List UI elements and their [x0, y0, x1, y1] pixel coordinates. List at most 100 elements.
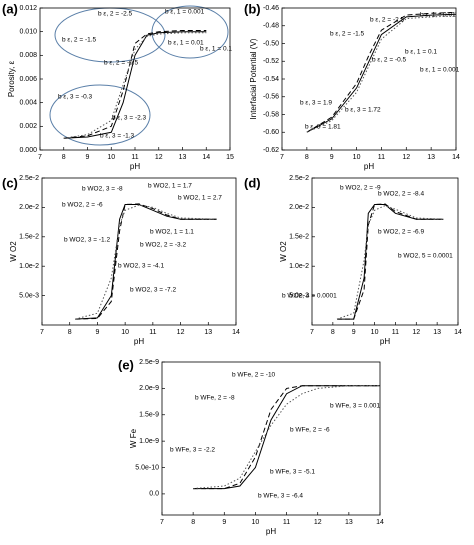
- x-tick-label: 10: [353, 154, 361, 161]
- x-tick-label: 9: [352, 329, 356, 336]
- annotation: b WO2, 2 = -6: [62, 202, 103, 209]
- x-tick-label: 9: [95, 329, 99, 336]
- x-tick-label: 8: [68, 329, 72, 336]
- x-tick-label: 14: [232, 329, 240, 336]
- y-tick-label: 5.0e-10: [135, 464, 159, 471]
- x-tick-label: 14: [452, 154, 460, 161]
- x-tick-label: 12: [314, 519, 322, 526]
- annotation: b ε, 1 = 0.001: [165, 9, 205, 16]
- x-tick-label: 12: [402, 154, 410, 161]
- annotation: b WFe, 3 = 0.001: [330, 403, 380, 410]
- curve: [75, 203, 217, 320]
- annotation: b WO2, 3 = -7.2: [130, 287, 176, 294]
- x-tick-label: 9: [330, 154, 334, 161]
- x-tick-label: 7: [40, 329, 44, 336]
- annotation: b WO2, 2 = -9: [340, 185, 381, 192]
- x-tick-label: 13: [204, 329, 212, 336]
- curve: [63, 32, 207, 139]
- panel-label: (a): [2, 1, 18, 16]
- y-tick-label: -0.52: [263, 58, 279, 65]
- annotation: b ε, 2 = -0.5: [372, 57, 407, 64]
- y-axis-label: W O2: [279, 241, 288, 262]
- x-tick-label: 14: [454, 329, 462, 336]
- annotation: b ε, 2 = -2.5: [370, 17, 405, 24]
- curve: [75, 204, 217, 320]
- x-tick-label: 12: [412, 329, 420, 336]
- plot-frame: [39, 7, 231, 151]
- panel-label: (d): [244, 175, 261, 190]
- y-tick-label: 5.0e-3: [289, 292, 309, 299]
- x-axis-label: pH: [266, 527, 276, 536]
- x-tick-label: 8: [331, 329, 335, 336]
- y-tick-label: -0.50: [263, 40, 279, 47]
- x-tick-label: 13: [433, 329, 441, 336]
- highlight-outline: [151, 5, 229, 59]
- curve: [193, 385, 380, 490]
- annotation: b WFe, 3 = -2.2: [170, 447, 215, 454]
- annotation: b ε, 2 = -1.5: [62, 37, 97, 44]
- x-tick-label: 14: [202, 154, 210, 161]
- annotation: b ε, 3 = -0.3: [58, 94, 93, 101]
- y-tick-label: 2.5e-2: [19, 175, 39, 182]
- annotation: b WO2, 3 = -1.2: [64, 237, 110, 244]
- annotation: b ε, 1 = 0.001: [420, 67, 460, 74]
- y-tick-label: 0.008: [19, 52, 37, 59]
- y-axis-label: W Fe: [129, 428, 138, 448]
- annotation: b ε, 3 = 1.81: [305, 124, 341, 131]
- annotation: b WFe, 2 = -8: [195, 395, 235, 402]
- y-tick-label: 1.5e-2: [19, 234, 39, 241]
- panel-label: (b): [244, 1, 261, 16]
- curve: [306, 13, 457, 133]
- highlight-outline: [49, 84, 151, 146]
- x-tick-label: 10: [107, 154, 115, 161]
- y-tick-label: -0.46: [263, 5, 279, 12]
- x-tick-label: 11: [131, 154, 138, 161]
- plot-frame: [161, 361, 381, 516]
- x-tick-label: 10: [371, 329, 379, 336]
- annotation: b WO2, 3 = -4.1: [118, 263, 164, 270]
- x-tick-label: 9: [86, 154, 90, 161]
- y-tick-label: 0.010: [19, 29, 37, 36]
- y-tick-label: 0.000: [19, 147, 37, 154]
- annotation: b ε, 3 = 1.9: [300, 100, 332, 107]
- x-tick-label: 11: [283, 519, 290, 526]
- y-tick-label: 1.5e-2: [289, 234, 309, 241]
- annotation: b WO2, 5 = 0.0001: [398, 253, 453, 260]
- y-tick-label: -0.54: [263, 76, 279, 83]
- y-tick-label: -0.56: [263, 94, 279, 101]
- x-axis-label: pH: [380, 337, 390, 346]
- annotation: b ε, 1 = 0.1: [405, 49, 437, 56]
- panel-label: (e): [118, 357, 134, 372]
- y-tick-label: -0.62: [263, 147, 279, 154]
- x-tick-label: 7: [280, 154, 284, 161]
- annotation: b WO2, 2 = -3.2: [140, 242, 186, 249]
- curve: [337, 204, 444, 320]
- x-tick-label: 8: [305, 154, 309, 161]
- x-tick-label: 10: [121, 329, 129, 336]
- y-tick-label: 0.006: [19, 76, 37, 83]
- x-tick-label: 13: [427, 154, 435, 161]
- x-axis-label: pH: [364, 162, 374, 171]
- y-tick-label: 0.012: [19, 5, 37, 12]
- annotation: b ε, 1 = 0.01: [420, 12, 456, 19]
- curve: [193, 385, 380, 490]
- x-axis-label: pH: [134, 337, 144, 346]
- y-axis-label: Interfacial Potential (V): [249, 38, 258, 119]
- x-tick-label: 7: [160, 519, 164, 526]
- y-tick-label: 0.004: [19, 100, 37, 107]
- x-tick-label: 11: [378, 154, 385, 161]
- y-tick-label: 1.0e-9: [139, 438, 159, 445]
- x-tick-label: 8: [62, 154, 66, 161]
- y-tick-label: 2.5e-2: [289, 175, 309, 182]
- y-tick-label: 2.5e-9: [139, 359, 159, 366]
- x-tick-label: 8: [191, 519, 195, 526]
- y-tick-label: 2.0e-2: [19, 204, 39, 211]
- y-tick-label: -0.58: [263, 111, 279, 118]
- curve: [75, 204, 217, 320]
- y-tick-label: 1.0e-2: [289, 263, 309, 270]
- annotation: b ε, 2 = -1.5: [330, 31, 365, 38]
- y-tick-label: 5.0e-3: [19, 292, 39, 299]
- annotation: b ε, 2 = -0.5: [104, 60, 139, 67]
- x-tick-label: 13: [179, 154, 187, 161]
